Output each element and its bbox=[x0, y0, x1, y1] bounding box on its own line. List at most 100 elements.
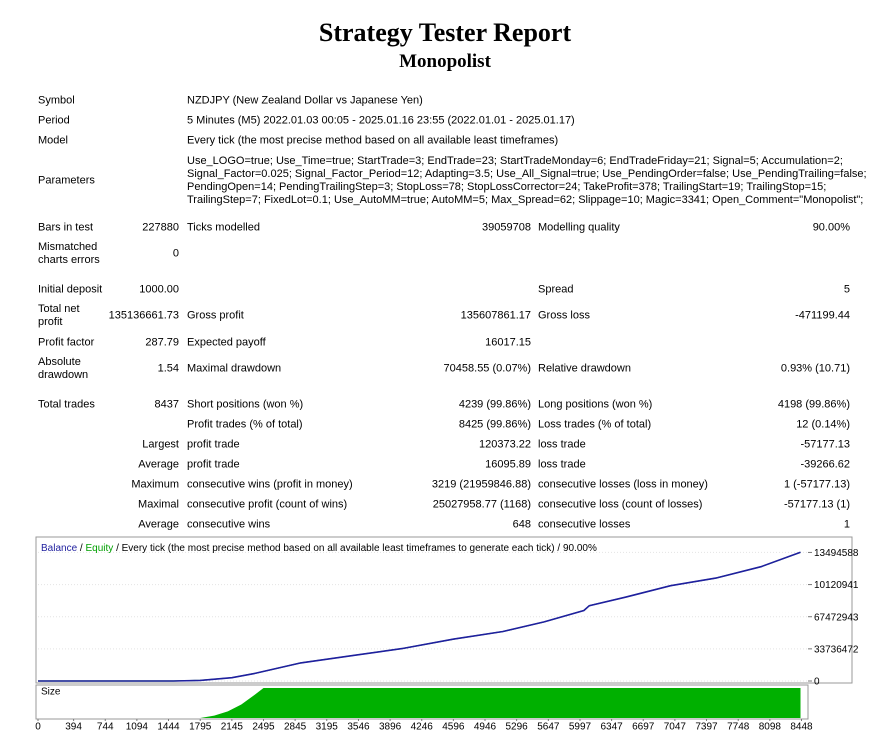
stat-value: -471199.44 bbox=[795, 309, 850, 322]
chart: 13494588 10120941 67472943 33736472 0 Balance… bbox=[35, 536, 859, 733]
stat-label-line: profit bbox=[38, 316, 63, 328]
info-value: 5 Minutes (M5) 2022.01.03 00:05 - 2025.0… bbox=[187, 115, 575, 128]
stat-label: Ticks modelled bbox=[187, 221, 260, 234]
x-tick-label: 8098 bbox=[759, 722, 782, 733]
info-value-line: PendingOpen=14; PendingTrailingStep=3; S… bbox=[187, 181, 827, 193]
size-label: Size bbox=[41, 687, 61, 698]
stat-value: -57177.13 bbox=[800, 438, 850, 451]
legend: Balance / Equity / Every tick (the most … bbox=[41, 543, 597, 554]
x-tick-label: 1444 bbox=[157, 722, 180, 733]
stat-label: Total net profit bbox=[38, 303, 80, 329]
stat-value: 70458.55 (0.07%) bbox=[443, 362, 531, 375]
stat-label: profit trade bbox=[187, 438, 240, 451]
stat-label: consecutive loss (count of losses) bbox=[538, 498, 703, 511]
stat-value: Largest bbox=[142, 438, 179, 451]
stat-value: 227880 bbox=[142, 221, 179, 234]
x-tick-label: 7397 bbox=[695, 722, 718, 733]
stat-value: 12 (0.14%) bbox=[796, 418, 850, 431]
info-label: Model bbox=[38, 134, 68, 147]
stat-value: 1000.00 bbox=[139, 283, 179, 296]
stat-label: loss trade bbox=[538, 458, 586, 471]
stat-label: Mismatched charts errors bbox=[38, 241, 100, 267]
stat-label: Profit factor bbox=[38, 337, 94, 350]
x-tick-label: 4596 bbox=[442, 722, 465, 733]
stat-label-line: Total trades bbox=[38, 398, 95, 411]
stat-label: Initial deposit bbox=[38, 284, 102, 297]
stat-label: Expected payoff bbox=[187, 336, 266, 349]
x-tick-label: 3546 bbox=[347, 722, 370, 733]
x-tick-label: 394 bbox=[65, 722, 82, 733]
stat-value: 287.79 bbox=[145, 336, 179, 349]
info-value: Use_LOGO=true; Use_Time=true; StartTrade… bbox=[187, 155, 867, 207]
legend-caption: / Every tick (the most precise method ba… bbox=[116, 543, 597, 554]
stat-value: 648 bbox=[512, 518, 531, 531]
size-area bbox=[38, 688, 801, 718]
stat-label: Profit trades (% of total) bbox=[187, 418, 303, 431]
stat-label: Gross profit bbox=[187, 309, 244, 322]
chart-frame bbox=[35, 536, 853, 684]
stat-value: 135136661.73 bbox=[108, 309, 179, 322]
y-tick-label: 10120941 bbox=[814, 580, 859, 591]
stat-value: 0.93% (10.71) bbox=[780, 362, 850, 375]
stat-value: Maximum bbox=[131, 478, 179, 491]
stat-value: Maximal bbox=[138, 498, 179, 511]
stat-label-line: Bars in test bbox=[38, 221, 94, 234]
x-tick-label: 744 bbox=[97, 722, 114, 733]
stat-value: 0 bbox=[172, 247, 179, 260]
info-value-line: Every tick (the most precise method base… bbox=[187, 134, 559, 147]
info-value-line: Signal_Factor=0.025; Signal_Factor_Perio… bbox=[187, 168, 867, 180]
stat-label: Total trades bbox=[38, 399, 95, 412]
info-value: Every tick (the most precise method base… bbox=[187, 135, 558, 148]
stat-value: -57177.13 (1) bbox=[783, 498, 850, 511]
x-tick-label: 8448 bbox=[790, 722, 813, 733]
y-tick-label: 67472943 bbox=[814, 612, 859, 623]
y-tick-label: 13494588 bbox=[814, 548, 859, 559]
info-value-line: TrailingStep=7; FixedLot=0.1; Use_AutoMM… bbox=[187, 194, 864, 206]
x-tick-label: 5997 bbox=[569, 722, 592, 733]
stat-value: 3219 (21959846.88) bbox=[431, 478, 531, 491]
stat-value: Average bbox=[138, 518, 179, 531]
stat-value: 5 bbox=[843, 283, 850, 296]
x-tick-label: 0 bbox=[35, 722, 41, 733]
stat-label: Relative drawdown bbox=[538, 362, 631, 375]
stat-label: profit trade bbox=[187, 458, 240, 471]
stat-value: 8437 bbox=[154, 398, 179, 411]
stat-label: loss trade bbox=[538, 438, 586, 451]
stat-label: consecutive wins (profit in money) bbox=[187, 478, 353, 491]
legend-entry: Balance bbox=[41, 543, 78, 554]
x-tick-label: 5647 bbox=[537, 722, 560, 733]
info-value: NZDJPY (New Zealand Dollar vs Japanese Y… bbox=[187, 95, 423, 108]
stat-label: Maximal drawdown bbox=[187, 362, 282, 375]
stat-value: 4239 (99.86%) bbox=[458, 398, 531, 411]
stat-label: consecutive wins bbox=[187, 518, 271, 531]
x-tick-label: 5296 bbox=[506, 722, 529, 733]
info-value-line: 5 Minutes (M5) 2022.01.03 00:05 - 2025.0… bbox=[187, 114, 575, 127]
legend-separator: / bbox=[80, 543, 83, 554]
stat-label: consecutive losses (loss in money) bbox=[538, 478, 708, 491]
x-tick-label: 3896 bbox=[379, 722, 402, 733]
stat-label-line: charts errors bbox=[38, 254, 100, 266]
stat-label: Bars in test bbox=[38, 222, 93, 235]
stat-label: Gross loss bbox=[538, 309, 590, 322]
stat-value: 16017.15 bbox=[485, 336, 531, 349]
stat-value: 120373.22 bbox=[479, 438, 531, 451]
x-tick-label: 7047 bbox=[664, 722, 687, 733]
x-tick-label: 6347 bbox=[600, 722, 623, 733]
series-line bbox=[38, 551, 801, 682]
report-subtitle: Monopolist bbox=[399, 51, 491, 72]
report-title: Strategy Tester Report bbox=[318, 18, 572, 47]
info-label: Parameters bbox=[38, 174, 95, 187]
y-tick-label: 33736472 bbox=[814, 644, 859, 655]
stat-value: 8425 (99.86%) bbox=[458, 418, 531, 431]
stat-label: Modelling quality bbox=[538, 221, 620, 234]
x-tick-label: 3195 bbox=[316, 722, 339, 733]
x-tick-label: 1795 bbox=[189, 722, 212, 733]
stat-label-line: Total net bbox=[38, 303, 80, 315]
x-tick-label: 6697 bbox=[632, 722, 655, 733]
stat-value: -39266.62 bbox=[800, 458, 850, 471]
stat-label-line: drawdown bbox=[38, 369, 89, 381]
stat-value: 16095.89 bbox=[485, 458, 531, 471]
info-value-line: NZDJPY (New Zealand Dollar vs Japanese Y… bbox=[187, 94, 423, 107]
x-tick-label: 1094 bbox=[126, 722, 149, 733]
